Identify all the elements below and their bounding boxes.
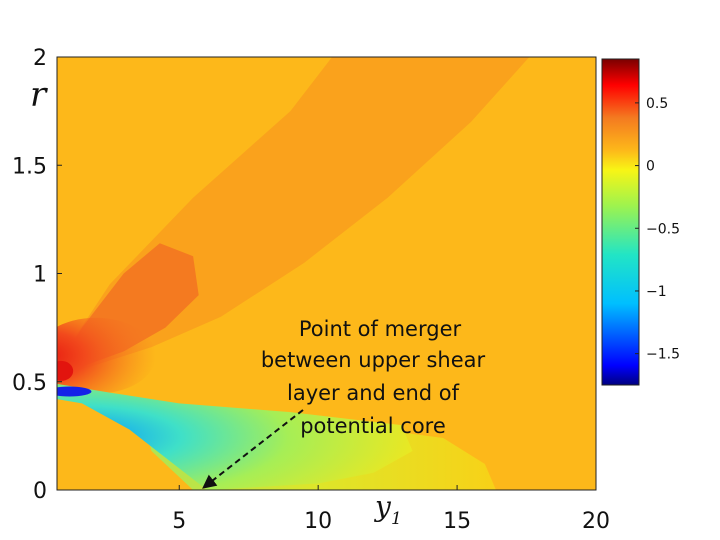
x-axis-label: y <box>373 490 392 523</box>
colorbar-tick-label: −1 <box>646 284 667 300</box>
y-tick-label: 0.5 <box>12 371 47 396</box>
annotation-arrow <box>202 409 304 489</box>
x-tick-label: 15 <box>443 509 471 534</box>
field-peak <box>57 317 156 394</box>
y-tick-label: 0 <box>33 479 47 504</box>
x-axis-ticks: 5 10 15 20 <box>172 485 610 534</box>
colorbar-tick-label: 0 <box>646 159 655 175</box>
annotation-line: layer and end of <box>287 381 460 405</box>
x-axis-label-subscript: 1 <box>391 509 402 529</box>
annotation-line: between upper shear <box>261 348 486 372</box>
field-lip-min <box>57 386 92 397</box>
annotation: Point of merger between upper shear laye… <box>202 317 486 489</box>
x-tick-label: 20 <box>582 509 610 534</box>
y-axis-ticks: 0 0.5 1 1.5 2 <box>12 46 62 504</box>
annotation-line: potential core <box>300 414 446 438</box>
y-tick-label: 1 <box>33 263 47 288</box>
y-tick-label: 1.5 <box>12 154 47 179</box>
colorbar: 0.5 0 −0.5 −1 −1.5 <box>601 58 680 386</box>
x-tick-label: 5 <box>172 509 186 534</box>
colorbar-tick-label: −1.5 <box>646 347 680 363</box>
colorbar-gradient <box>601 58 640 386</box>
field-lip-max <box>57 360 74 381</box>
contour-field <box>57 57 596 490</box>
y-axis-label: r <box>30 75 48 115</box>
colorbar-tick-label: −0.5 <box>646 221 680 237</box>
colorbar-tick-label: 0.5 <box>646 96 668 112</box>
annotation-line: Point of merger <box>299 317 462 341</box>
colorbar-ticks: 0.5 0 −0.5 −1 −1.5 <box>635 96 680 363</box>
y-tick-label: 2 <box>33 46 47 71</box>
field-potential-core <box>57 383 413 490</box>
x-tick-label: 10 <box>304 509 332 534</box>
